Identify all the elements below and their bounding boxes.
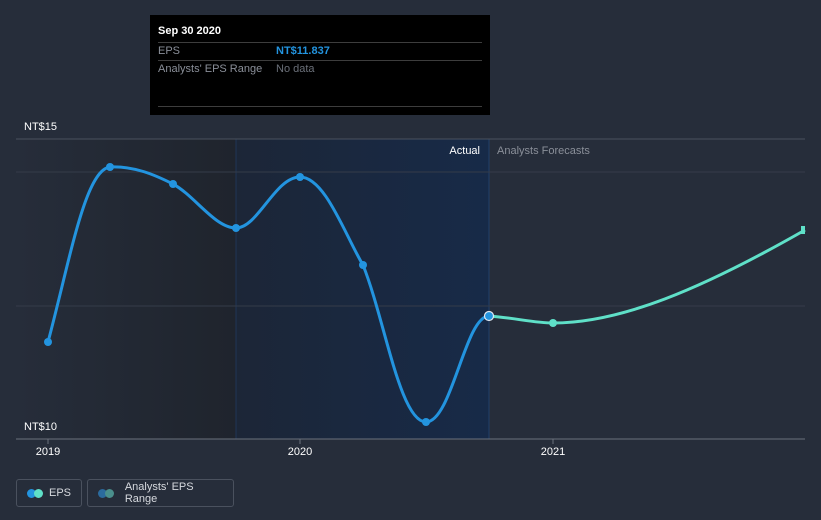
range-legend-icon xyxy=(98,488,117,498)
eps-legend-icon xyxy=(27,488,43,498)
forecast-point[interactable] xyxy=(549,319,557,327)
y-axis-bottom-label: NT$10 xyxy=(24,421,58,433)
selected-point[interactable] xyxy=(483,310,495,322)
tooltip-eps-value: NT$11.837 xyxy=(276,45,330,57)
legend-range-label: Analysts' EPS Range xyxy=(124,481,194,505)
tooltip-range-label: Analysts' EPS Range xyxy=(158,63,263,75)
forecast-label: Analysts Forecasts xyxy=(497,145,590,157)
legend-range-button[interactable]: Analysts' EPS Range xyxy=(87,479,234,507)
legend-eps-label: EPS xyxy=(48,487,71,499)
highlight-band xyxy=(236,139,489,439)
legend-eps-button[interactable]: EPS xyxy=(16,479,82,507)
tooltip-divider xyxy=(158,106,482,107)
x-tick-2020: 2020 xyxy=(287,446,313,458)
tooltip-eps-label: EPS xyxy=(158,45,181,57)
tooltip: Sep 30 2020 EPS NT$11.837 Analysts' EPS … xyxy=(150,15,490,115)
tooltip-range-value: No data xyxy=(276,63,315,75)
eps-points[interactable] xyxy=(44,163,430,426)
past-shade xyxy=(16,139,236,439)
tooltip-row-range: Analysts' EPS Range No data xyxy=(158,61,482,78)
x-tick-2019: 2019 xyxy=(35,446,61,458)
actual-label: Actual xyxy=(449,145,480,157)
y-axis-top-label: NT$15 xyxy=(24,121,58,133)
tooltip-row-eps: EPS NT$11.837 xyxy=(158,43,482,61)
eps-forecast-line xyxy=(488,228,806,325)
x-tick-2021: 2021 xyxy=(540,446,566,458)
forecast-end-marker xyxy=(801,226,805,234)
tooltip-date: Sep 30 2020 xyxy=(158,23,482,43)
